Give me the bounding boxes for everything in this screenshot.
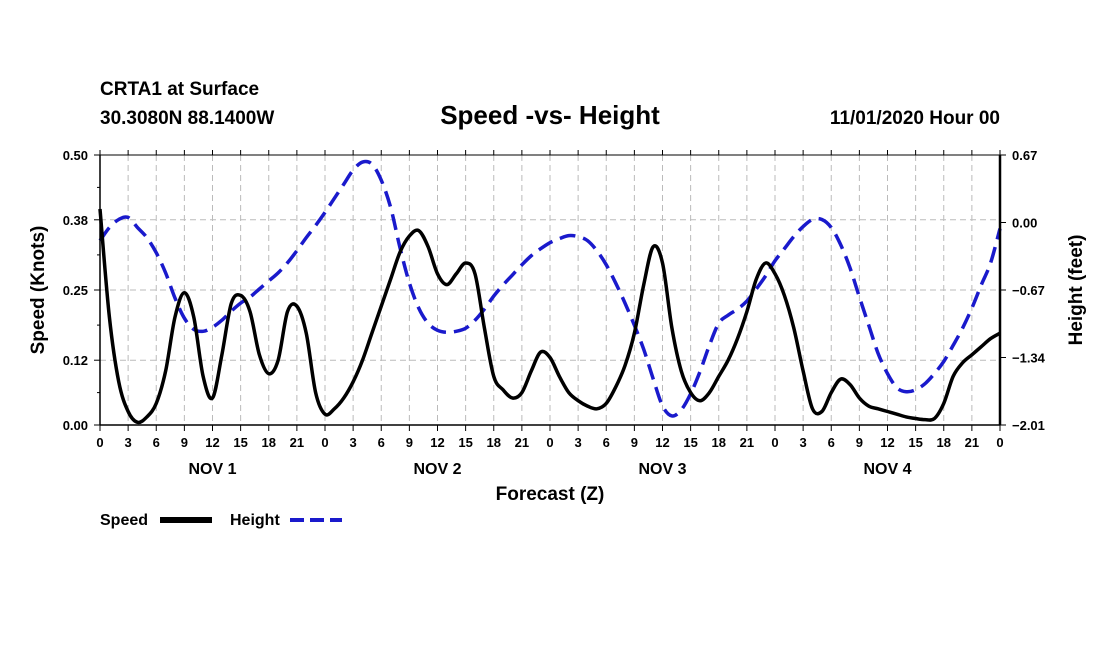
- x-tick-label: 18: [937, 435, 951, 450]
- chart-title: Speed -vs- Height: [440, 100, 660, 130]
- y-left-tick-label: 0.38: [63, 213, 88, 228]
- x-tick-label: 3: [125, 435, 132, 450]
- legend-speed-label: Speed: [100, 512, 148, 529]
- x-tick-label: 6: [603, 435, 610, 450]
- x-tick-label: 18: [262, 435, 276, 450]
- x-tick-label: 15: [233, 435, 247, 450]
- x-tick-label: 18: [487, 435, 501, 450]
- station-label: CRTA1 at Surface: [100, 79, 259, 100]
- x-axis-label: Forecast (Z): [496, 484, 605, 505]
- x-tick-label: 9: [631, 435, 638, 450]
- height-series-line: [98, 159, 1002, 418]
- y-axis-left-label: Speed (Knots): [28, 226, 49, 355]
- x-tick-label: 6: [153, 435, 160, 450]
- coords-label: 30.3080N 88.1400W: [100, 108, 274, 129]
- x-tick-label: 21: [515, 435, 529, 450]
- y-right-tick-label: −2.01: [1012, 418, 1045, 433]
- y-axis-right-label: Height (feet): [1066, 235, 1087, 346]
- x-tick-label: 15: [683, 435, 697, 450]
- x-tick-label: 6: [828, 435, 835, 450]
- x-tick-label: 12: [205, 435, 219, 450]
- y-left-tick-label: 0.50: [63, 148, 88, 163]
- day-label: NOV 3: [638, 461, 686, 478]
- x-tick-label: 15: [908, 435, 922, 450]
- x-tick-label: 12: [430, 435, 444, 450]
- x-tick-label: 6: [378, 435, 385, 450]
- y-right-tick-label: 0.67: [1012, 148, 1037, 163]
- x-tick-label: 3: [575, 435, 582, 450]
- y-left-tick-label: 0.12: [63, 353, 88, 368]
- x-tick-label: 3: [800, 435, 807, 450]
- x-tick-label: 12: [880, 435, 894, 450]
- x-tick-label: 18: [712, 435, 726, 450]
- x-tick-label: 3: [350, 435, 357, 450]
- x-axis: 0 3 6 9 12 15 18 21 0 3 6 9 12 15 18 21 0 3 6 9 12 15 18 21 0 3 6 9…: [96, 150, 1004, 478]
- x-tick-label: 0: [546, 435, 553, 450]
- x-tick-label: 12: [655, 435, 669, 450]
- x-tick-label: 0: [96, 435, 103, 450]
- y-right-tick-label: 0.00: [1012, 216, 1037, 231]
- grid: [100, 155, 1000, 425]
- x-tick-label: 21: [740, 435, 754, 450]
- x-tick-label: 0: [321, 435, 328, 450]
- datetime-label: 11/01/2020 Hour 00: [830, 108, 1000, 129]
- speed-series-line: [98, 208, 1001, 425]
- day-label: NOV 2: [413, 461, 461, 478]
- x-tick-label: 0: [771, 435, 778, 450]
- y-right-tick-label: −1.34: [1012, 351, 1046, 366]
- y-left-tick-label: 0.00: [63, 418, 88, 433]
- x-tick-label: 21: [290, 435, 304, 450]
- x-tick-label: 0: [996, 435, 1003, 450]
- day-label: NOV 4: [863, 461, 911, 478]
- x-tick-label: 9: [181, 435, 188, 450]
- x-tick-label: 21: [965, 435, 979, 450]
- y-axis-right: −2.01 −1.34 −0.67 0.00 0.67: [1000, 148, 1046, 433]
- series-group: [98, 159, 1002, 425]
- legend: Speed Height: [100, 512, 342, 529]
- y-axis-left: 0.00 0.12 0.25 0.38 0.50: [63, 148, 100, 433]
- x-tick-label: 15: [458, 435, 472, 450]
- y-left-tick-label: 0.25: [63, 283, 88, 298]
- day-label: NOV 1: [188, 461, 236, 478]
- legend-height-label: Height: [230, 512, 280, 529]
- x-tick-label: 9: [406, 435, 413, 450]
- x-tick-label: 9: [856, 435, 863, 450]
- y-right-tick-label: −0.67: [1012, 283, 1045, 298]
